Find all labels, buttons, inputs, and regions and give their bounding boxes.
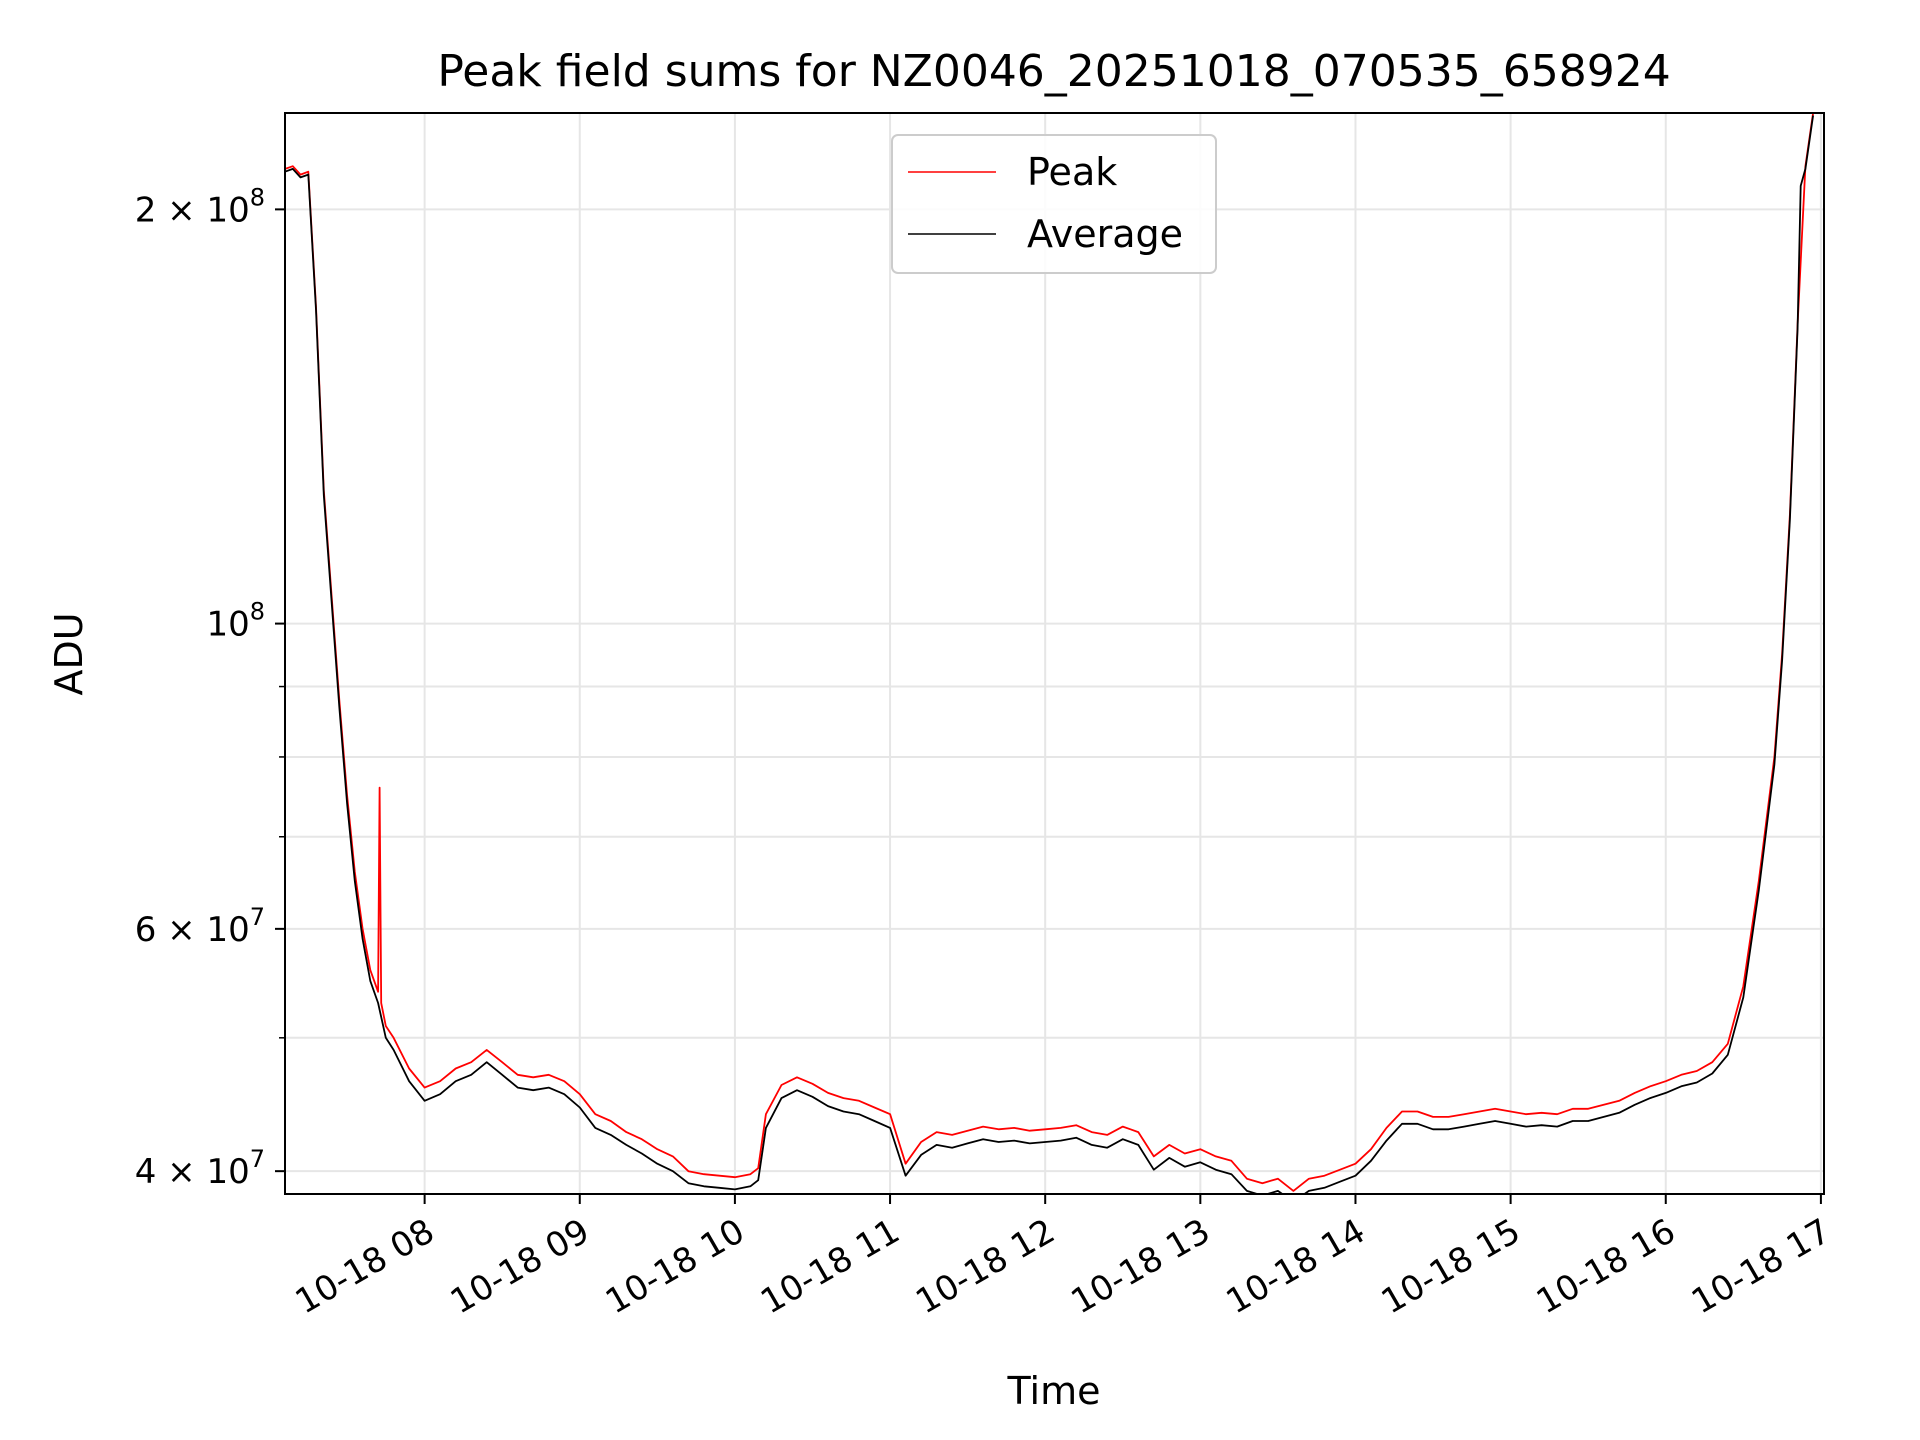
y-tick-label-base: 10 <box>206 605 249 645</box>
y-tick-label-exponent: 7 <box>250 903 265 931</box>
plot-frame <box>284 112 1825 1195</box>
y-tick-label-base: 2 × 10 <box>135 190 250 230</box>
y-axis-label: ADU <box>47 612 91 695</box>
series-line-average <box>285 115 1814 1194</box>
legend: Peak Average <box>891 134 1217 274</box>
y-tick-label-base: 6 × 10 <box>135 910 250 950</box>
y-tick-label: 4 × 107 <box>135 1145 265 1192</box>
y-tick-label-exponent: 8 <box>250 183 265 211</box>
y-tick-label-base: 4 × 10 <box>135 1152 250 1192</box>
chart-title: Peak field sums for NZ0046_20251018_0705… <box>437 46 1670 97</box>
y-tick-label-exponent: 8 <box>250 598 265 626</box>
y-tick-label: 108 <box>206 598 265 645</box>
series-layer <box>285 113 1814 1194</box>
series-line-peak <box>285 113 1814 1192</box>
legend-label-average: Average <box>1027 212 1183 256</box>
y-tick-label: 2 × 108 <box>135 183 265 230</box>
y-tick-label: 6 × 107 <box>135 903 265 950</box>
legend-box <box>891 134 1217 274</box>
x-axis-label: Time <box>1007 1369 1101 1413</box>
y-tick-label-exponent: 7 <box>250 1145 265 1173</box>
plot-area <box>285 113 1824 1194</box>
legend-label-peak: Peak <box>1027 150 1117 194</box>
